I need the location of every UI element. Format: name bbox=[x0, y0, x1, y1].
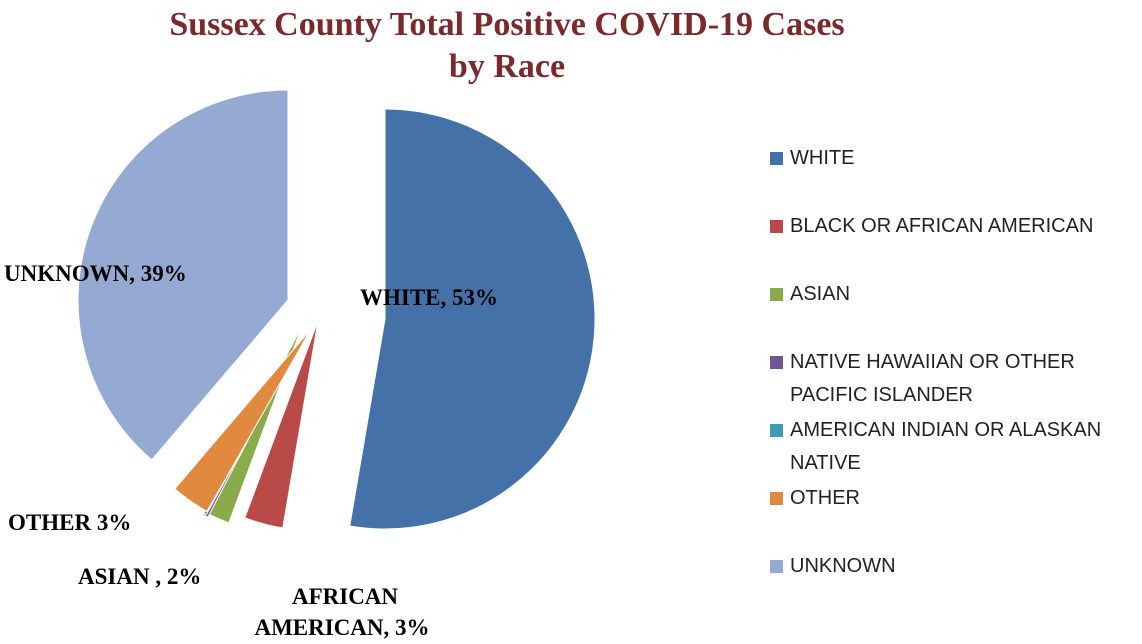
pie-slice-unknown bbox=[77, 89, 289, 461]
legend-swatch bbox=[770, 152, 783, 165]
legend-label: AMERICAN INDIAN OR ALASKAN NATIVE bbox=[790, 419, 1102, 474]
legend-label: OTHER bbox=[790, 487, 860, 509]
legend-swatch bbox=[770, 220, 783, 233]
data-label-black-or-african-american-line1: AFRICAN bbox=[292, 584, 398, 609]
legend-item-american-indian-or-alaskan-native: AMERICAN INDIAN OR ALASKAN NATIVE bbox=[770, 414, 1142, 480]
legend-swatch bbox=[770, 424, 783, 437]
legend-label: ASIAN bbox=[790, 283, 851, 305]
legend-item-black-or-african-american: BLACK OR AFRICAN AMERICAN bbox=[770, 210, 1142, 243]
legend-item-white: WHITE bbox=[770, 142, 1142, 175]
legend-swatch bbox=[770, 356, 783, 369]
legend-label: BLACK OR AFRICAN AMERICAN bbox=[790, 215, 1094, 237]
legend-label: UNKNOWN bbox=[790, 555, 896, 577]
data-label-white: WHITE, 53% bbox=[360, 285, 498, 310]
chart-title-line1: Sussex County Total Positive COVID-19 Ca… bbox=[169, 6, 845, 43]
pie-slice-black-or-african-american bbox=[244, 320, 319, 529]
data-label-asian: ASIAN , 2% bbox=[78, 564, 201, 589]
data-label-other: OTHER 3% bbox=[8, 510, 131, 535]
legend-item-native-hawaiian-or-other-pacific-islander: NATIVE HAWAIIAN OR OTHER PACIFIC ISLANDE… bbox=[770, 346, 1142, 412]
legend-item-other: OTHER bbox=[770, 482, 1142, 515]
pie-slice-other bbox=[174, 328, 312, 513]
data-label-unknown: UNKNOWN, 39% bbox=[4, 261, 187, 286]
chart-title: Sussex County Total Positive COVID-19 Ca… bbox=[0, 4, 1014, 88]
pie-slice-white bbox=[349, 108, 596, 530]
legend-swatch bbox=[770, 560, 783, 573]
legend-swatch bbox=[770, 492, 783, 505]
legend-item-unknown: UNKNOWN bbox=[770, 550, 1142, 583]
legend-label: WHITE bbox=[790, 147, 855, 169]
legend-item-asian: ASIAN bbox=[770, 278, 1142, 311]
legend-label: NATIVE HAWAIIAN OR OTHER PACIFIC ISLANDE… bbox=[790, 351, 1075, 406]
legend-swatch bbox=[770, 288, 783, 301]
chart-subtitle: by Race bbox=[448, 48, 566, 85]
data-label-black-or-african-american-line2: AMERICAN, 3% bbox=[254, 615, 429, 640]
